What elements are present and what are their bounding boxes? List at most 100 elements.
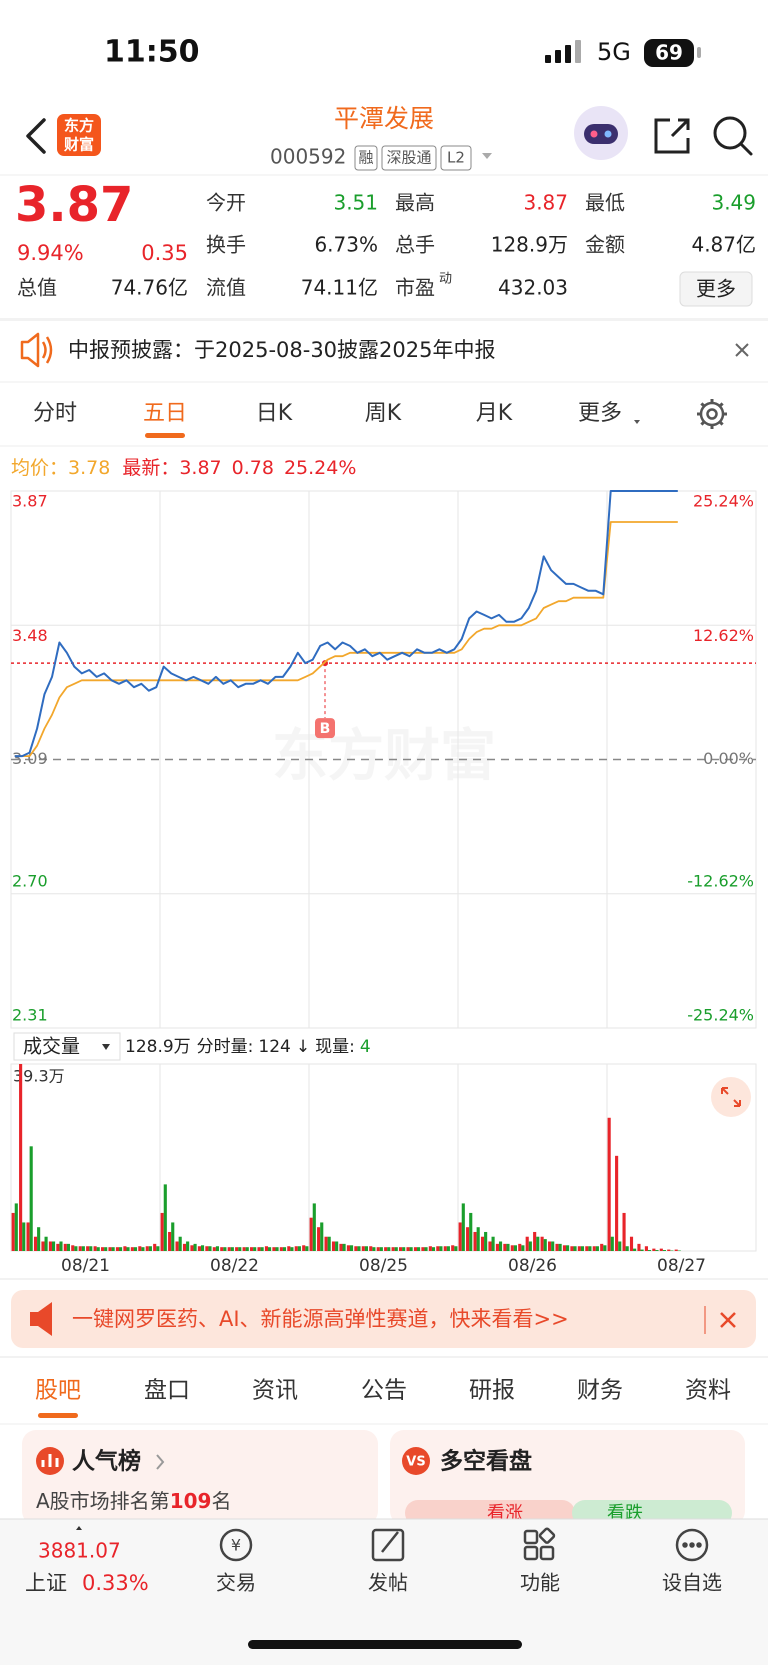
content-tab[interactable]: 股吧	[35, 1378, 81, 1404]
volume-bar	[272, 1247, 276, 1251]
volume-bar	[175, 1241, 179, 1251]
index-name[interactable]: 上证	[25, 1571, 67, 1595]
svg-text:¥: ¥	[231, 1536, 241, 1555]
volume-bar	[324, 1236, 328, 1251]
volume-bar	[466, 1227, 470, 1251]
ad-text[interactable]: 一键网罗医药、AI、新能源高弹性赛道，快来看看>>	[72, 1307, 569, 1331]
field-value: 432.03	[498, 276, 568, 300]
field-value: 74.11亿	[301, 276, 378, 300]
more-label[interactable]: 更多	[696, 277, 736, 301]
search-button[interactable]	[713, 116, 747, 150]
content-tab[interactable]: 研报	[469, 1378, 515, 1404]
volume-bar	[126, 1247, 130, 1251]
share-button[interactable]	[654, 118, 690, 154]
volume-bar	[625, 1246, 629, 1251]
volume-bar	[580, 1246, 585, 1251]
stock-code: 000592	[270, 145, 346, 169]
notice-text[interactable]: 中报预披露：于2025-08-30披露2025年中报	[68, 338, 495, 362]
close-ad[interactable]	[720, 1312, 736, 1328]
tab-underline	[145, 433, 185, 438]
nav-item[interactable]: 功能	[520, 1571, 560, 1595]
volume-bar	[86, 1246, 90, 1251]
divider	[0, 1356, 768, 1358]
volume-bar	[458, 1222, 462, 1251]
content-tabs: 股吧 盘口 资讯 公告 研报 财务 资料	[35, 1378, 731, 1418]
volume-bar	[339, 1243, 343, 1251]
index-value[interactable]: 3881.07	[38, 1539, 121, 1563]
period-tab[interactable]: 更多	[578, 401, 622, 426]
vs-title[interactable]: 多空看盘	[440, 1448, 532, 1475]
volume-bar	[264, 1246, 269, 1251]
volume-bar	[282, 1247, 287, 1251]
field-value: 128.9万	[491, 233, 568, 257]
current-volume: 4	[360, 1037, 371, 1057]
volume-bar	[480, 1236, 485, 1251]
nav-item[interactable]: 发帖	[368, 1571, 408, 1595]
x-tick-label: 08/27	[657, 1256, 706, 1276]
nav-item[interactable]: 设自选	[662, 1571, 722, 1595]
megaphone-icon	[30, 1302, 52, 1336]
field-value: 3.49	[711, 191, 756, 215]
vs-icon-text: VS	[406, 1455, 425, 1470]
volume-bar	[275, 1247, 279, 1251]
change-pct: 9.94%	[17, 241, 84, 265]
x-tick-label: 08/21	[61, 1256, 110, 1276]
period-tab[interactable]: 周K	[365, 401, 402, 426]
tick-arrow: ↓	[296, 1037, 310, 1057]
content-tab[interactable]: 资料	[685, 1378, 731, 1404]
period-tab[interactable]: 日K	[256, 401, 293, 426]
volume-bar	[290, 1247, 294, 1251]
dropdown-arrow[interactable]	[482, 153, 492, 159]
volume-bar	[26, 1222, 30, 1251]
close-notice[interactable]	[735, 343, 749, 357]
index-change[interactable]: 0.33%	[82, 1571, 149, 1595]
field-label-sup: 动	[439, 272, 452, 287]
volume-bar	[178, 1236, 182, 1251]
indicator-selector[interactable]	[13, 1032, 121, 1061]
volume-frame	[10, 1063, 757, 1252]
volume-bar	[19, 1064, 23, 1251]
more-button[interactable]	[679, 271, 753, 307]
volume-bar	[11, 1212, 15, 1251]
content-tab[interactable]: 财务	[577, 1378, 623, 1404]
volume-bar	[89, 1246, 93, 1251]
volume-bar	[588, 1246, 592, 1251]
volume-bar	[607, 1117, 611, 1251]
volume-bar	[354, 1246, 358, 1251]
nav-icons: ¥	[219, 1527, 709, 1562]
tag: 深股通	[386, 149, 431, 167]
volume-bar	[171, 1222, 175, 1251]
content-tab[interactable]: 盘口	[144, 1378, 190, 1404]
nav-item[interactable]: 交易	[216, 1571, 256, 1595]
back-button[interactable]	[26, 118, 46, 154]
volume-bar	[156, 1246, 160, 1251]
volume-bar	[33, 1236, 38, 1251]
expand-button[interactable]	[711, 1077, 751, 1117]
volume-bar	[357, 1246, 361, 1251]
period-tab[interactable]: 月K	[476, 401, 513, 426]
logo-text: 东方	[64, 117, 94, 135]
volume-bar	[138, 1246, 142, 1251]
period-tab[interactable]: 五日	[143, 401, 187, 426]
volume-bar	[104, 1247, 108, 1251]
period-tab[interactable]: 分时	[33, 401, 77, 426]
rank-title[interactable]: 人气榜	[72, 1448, 141, 1475]
volume-bar	[674, 1249, 678, 1251]
field-label: 今开	[206, 191, 246, 215]
volume-bar	[115, 1247, 120, 1251]
content-tab[interactable]: 公告	[361, 1378, 407, 1404]
price-line	[14, 490, 678, 758]
tag: L2	[447, 149, 465, 167]
settings-button[interactable]	[697, 399, 727, 429]
rank-card[interactable]	[22, 1430, 378, 1525]
volume-bar	[406, 1247, 410, 1251]
home-indicator	[248, 1640, 522, 1649]
speaker-waves	[41, 336, 53, 364]
indicator-name[interactable]: 成交量	[23, 1036, 80, 1058]
y-tick-label: 2.70	[12, 871, 48, 890]
ad-banner[interactable]	[11, 1290, 756, 1348]
signal-icon	[545, 40, 581, 63]
content-tab[interactable]: 资讯	[252, 1378, 298, 1404]
volume-bar	[268, 1247, 272, 1251]
